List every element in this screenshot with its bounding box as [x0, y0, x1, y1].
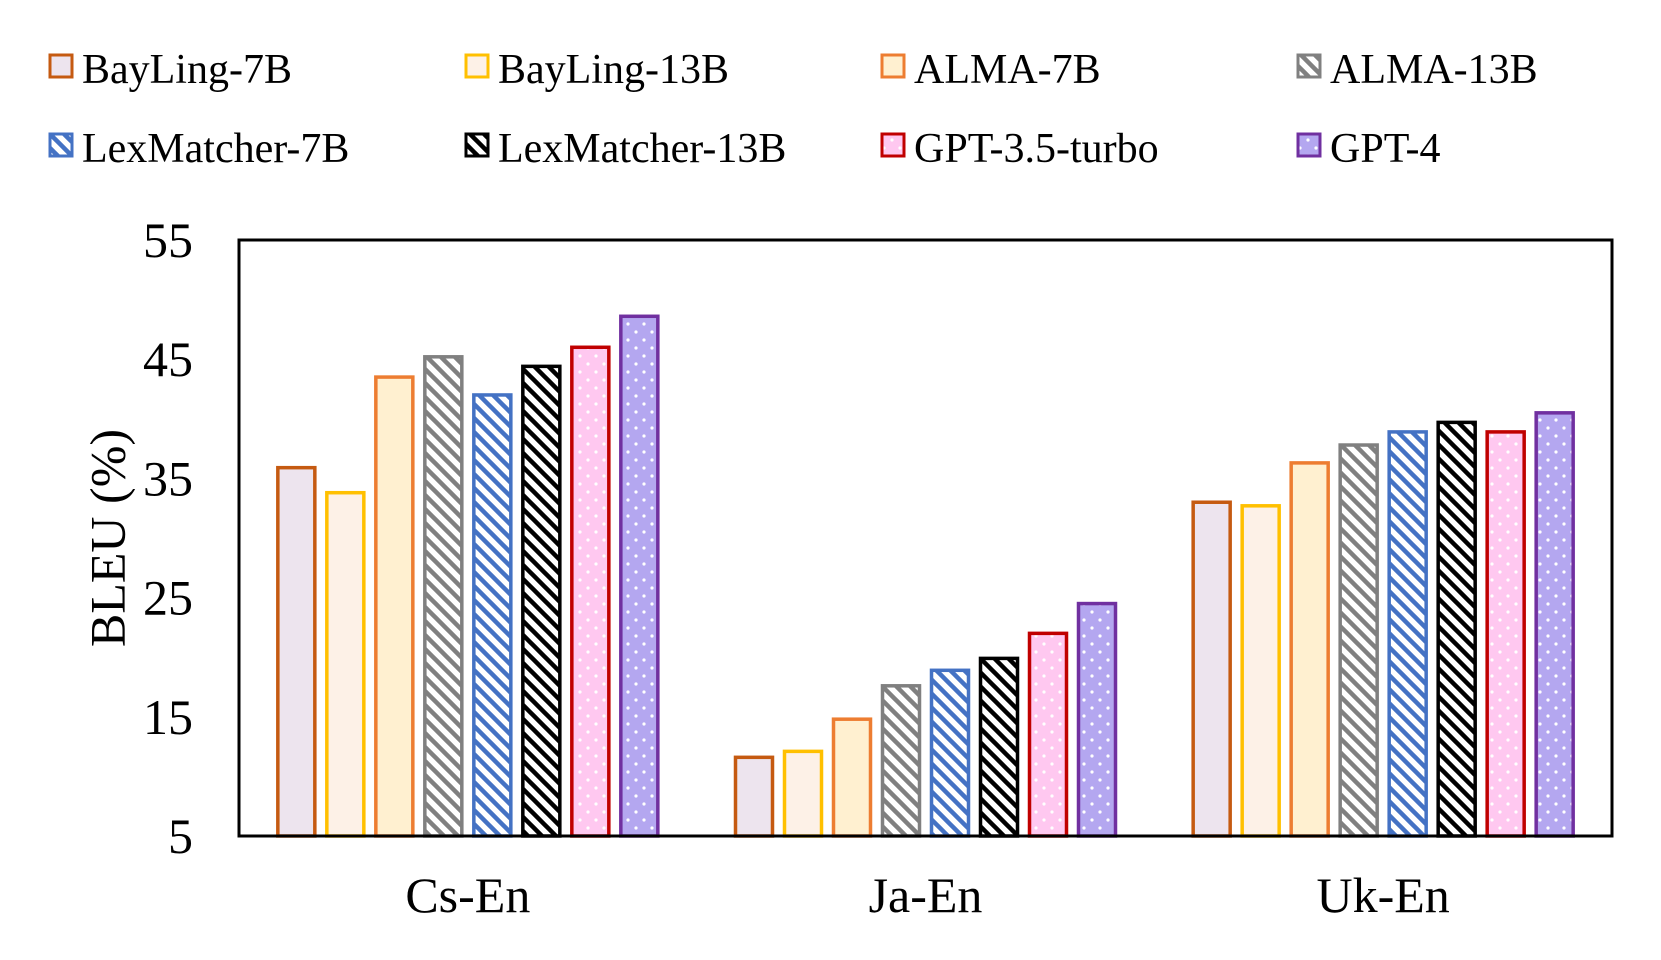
y-tick-label: 45 — [143, 331, 193, 387]
bar-lexmatcher-7b-ja-en — [929, 668, 971, 838]
legend-swatch — [48, 53, 74, 79]
legend-item-alma-7b: ALMA-7B — [880, 47, 1101, 93]
x-tick-label: Uk-En — [1317, 867, 1450, 923]
bars — [276, 314, 1575, 838]
legend-label: LexMatcher-13B — [498, 126, 786, 172]
bar-lexmatcher-7b-cs-en — [472, 393, 513, 838]
y-tick-label: 55 — [143, 212, 193, 268]
bar-bayling-7b-ja-en — [733, 755, 775, 838]
legend-item-gpt-4: GPT-4 — [1296, 126, 1440, 172]
y-tick-label: 15 — [143, 689, 193, 745]
y-tick-label: 5 — [168, 808, 193, 864]
legend-item-gpt-3-5-turbo: GPT-3.5-turbo — [880, 126, 1159, 172]
bar-gpt-3-5-turbo-ja-en — [1027, 631, 1069, 838]
bar-gpt-3-5-turbo-cs-en — [570, 345, 611, 838]
legend-swatch — [1296, 53, 1322, 79]
bar-alma-7b-uk-en — [1289, 461, 1330, 838]
y-tick-label: 25 — [143, 570, 193, 626]
bar-gpt-4-ja-en — [1076, 601, 1118, 838]
legend-swatch — [880, 132, 906, 158]
bar-bayling-13b-uk-en — [1240, 504, 1281, 838]
legend-label: ALMA-13B — [1330, 47, 1538, 93]
bar-bayling-7b-uk-en — [1191, 500, 1232, 838]
legend-swatch — [464, 53, 490, 79]
legend-label: LexMatcher-7B — [82, 126, 349, 172]
bar-alma-7b-cs-en — [374, 375, 415, 838]
bar-alma-13b-uk-en — [1338, 443, 1379, 838]
bar-lexmatcher-13b-uk-en — [1436, 420, 1477, 838]
bar-lexmatcher-13b-cs-en — [521, 364, 562, 838]
legend-label: BayLing-13B — [498, 47, 729, 93]
y-tick-label: 35 — [143, 450, 193, 506]
x-tick-label: Ja-En — [869, 867, 983, 923]
legend-swatch — [464, 132, 490, 158]
bar-bayling-7b-cs-en — [276, 465, 317, 838]
bar-gpt-4-uk-en — [1534, 411, 1575, 838]
legend-swatch — [48, 132, 74, 158]
legend-label: BayLing-7B — [82, 47, 292, 93]
bar-lexmatcher-7b-uk-en — [1387, 430, 1428, 838]
bar-lexmatcher-13b-ja-en — [978, 656, 1020, 838]
legend-item-lexmatcher-13b: LexMatcher-13B — [464, 126, 786, 172]
bar-gpt-3-5-turbo-uk-en — [1485, 430, 1526, 838]
x-axis: Cs-En Ja-En Uk-En — [405, 867, 1449, 923]
bar-alma-7b-ja-en — [831, 717, 873, 838]
legend-item-lexmatcher-7b: LexMatcher-7B — [48, 126, 349, 172]
bar-bayling-13b-cs-en — [325, 490, 366, 838]
plot-frame — [237, 238, 1614, 838]
legend: BayLing-7B BayLing-13B ALMA-7B ALMA-13B LexM… — [48, 47, 1538, 172]
legend-swatch — [1296, 132, 1322, 158]
bar-bayling-13b-ja-en — [782, 749, 824, 838]
x-tick-label: Cs-En — [405, 867, 530, 923]
y-axis: 5 15 25 35 45 55 — [143, 212, 193, 864]
legend-item-alma-13b: ALMA-13B — [1296, 47, 1538, 93]
y-axis-label: BLEU (%) — [79, 429, 135, 647]
legend-swatch — [880, 53, 906, 79]
bar-alma-13b-cs-en — [423, 355, 464, 838]
legend-label: GPT-4 — [1330, 126, 1440, 172]
legend-item-bayling-7b: BayLing-7B — [48, 47, 292, 93]
legend-label: GPT-3.5-turbo — [914, 126, 1159, 172]
bar-alma-13b-ja-en — [880, 684, 922, 838]
legend-label: ALMA-7B — [914, 47, 1101, 93]
bar-gpt-4-cs-en — [619, 314, 660, 838]
legend-item-bayling-13b: BayLing-13B — [464, 47, 729, 93]
